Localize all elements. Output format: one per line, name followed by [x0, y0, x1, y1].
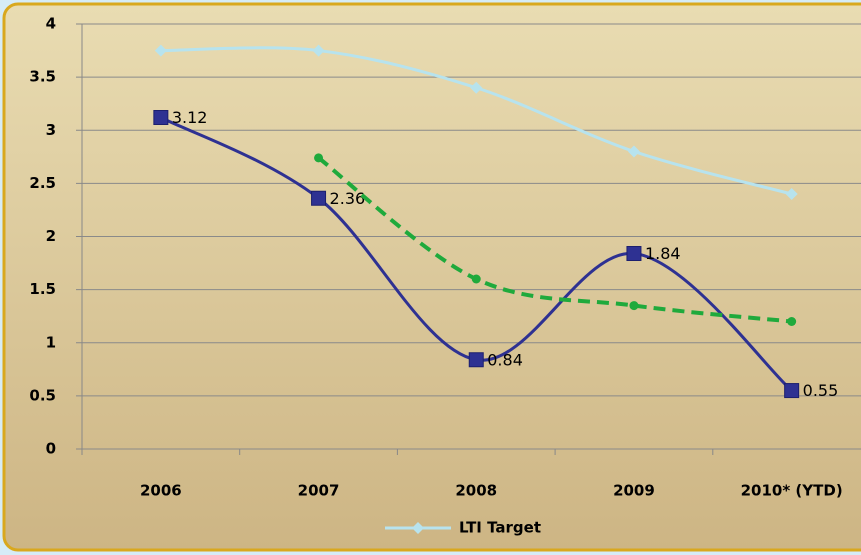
data-label: 0.84 — [487, 350, 523, 369]
marker — [153, 110, 169, 125]
marker — [787, 317, 797, 326]
data-label: 2.36 — [330, 189, 366, 208]
data-label: 3.12 — [172, 108, 208, 127]
marker — [314, 153, 324, 163]
y-tick-label: 2 — [46, 227, 56, 245]
marker — [311, 190, 327, 206]
marker — [312, 44, 325, 57]
legend-label: LTI Target — [459, 519, 541, 537]
y-tick-label: 0.5 — [29, 386, 56, 404]
x-tick-label: 2010* (YTD) — [741, 482, 843, 500]
marker — [471, 274, 481, 284]
marker — [154, 44, 167, 57]
marker — [626, 246, 642, 261]
data-label: 0.55 — [803, 381, 839, 400]
marker — [627, 145, 640, 158]
marker — [629, 301, 639, 311]
y-tick-label: 0 — [46, 440, 56, 458]
marker — [784, 383, 800, 399]
y-tick-label: 1.5 — [29, 280, 56, 298]
data-label: 1.84 — [645, 244, 681, 263]
legend-marker — [412, 522, 424, 534]
y-tick-label: 3.5 — [29, 68, 56, 86]
series-line — [317, 156, 792, 324]
marker — [470, 81, 483, 94]
marker — [785, 188, 798, 200]
y-tick-label: 4 — [46, 15, 56, 33]
y-tick-label: 2.5 — [29, 174, 56, 192]
y-tick-label: 3 — [46, 121, 56, 139]
x-tick-label: 2008 — [455, 482, 497, 500]
x-tick-label: 2007 — [298, 482, 340, 500]
marker — [468, 352, 484, 368]
y-tick-label: 1 — [46, 333, 56, 351]
x-tick-label: 2006 — [140, 482, 182, 500]
x-tick-label: 2009 — [613, 482, 655, 500]
